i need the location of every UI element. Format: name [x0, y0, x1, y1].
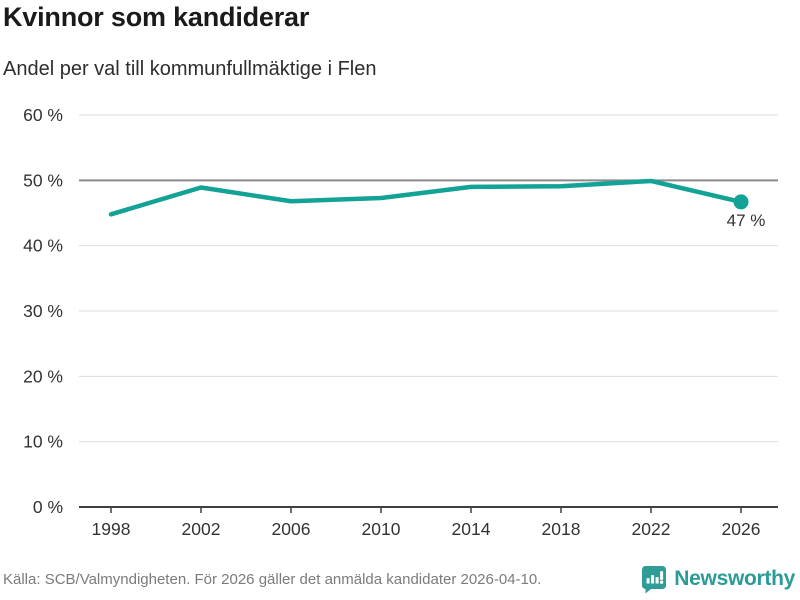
y-tick-label: 50 %	[23, 170, 63, 190]
x-tick-label: 2010	[362, 519, 401, 539]
footer: Källa: SCB/Valmyndigheten. För 2026 gäll…	[3, 562, 795, 596]
y-tick-label: 30 %	[23, 301, 63, 321]
line-chart: 0 % 10 % 20 % 30 % 40 % 50 % 60 % 1998 2002 2006 2…	[23, 105, 778, 539]
x-tick-label: 2006	[272, 519, 311, 539]
chart-subtitle: Andel per val till kommunfullmäktige i F…	[3, 58, 377, 80]
newsworthy-logo[interactable]: Newsworthy	[641, 565, 795, 594]
x-tick-label: 2018	[542, 519, 581, 539]
x-tick-label: 2026	[722, 519, 761, 539]
x-tick-label: 2014	[452, 519, 491, 539]
y-tick-label: 10 %	[23, 432, 63, 452]
source-note: Källa: SCB/Valmyndigheten. För 2026 gäll…	[3, 570, 542, 588]
x-tick-label: 2002	[182, 519, 221, 539]
y-tick-label: 0 %	[33, 497, 63, 517]
x-tick-label: 1998	[92, 519, 131, 539]
newsworthy-wordmark: Newsworthy	[674, 567, 795, 590]
chart-title: Kvinnor som kandiderar	[3, 2, 310, 32]
last-point-dot	[733, 194, 749, 210]
y-tick-label: 20 %	[23, 366, 63, 386]
last-point-label: 47 %	[727, 211, 766, 230]
y-tick-label: 40 %	[23, 236, 63, 256]
y-tick-label: 60 %	[23, 105, 63, 125]
x-tick-label: 2022	[632, 519, 671, 539]
newsworthy-speech-bubble-chart-icon	[642, 565, 667, 593]
data-line	[108, 178, 744, 217]
